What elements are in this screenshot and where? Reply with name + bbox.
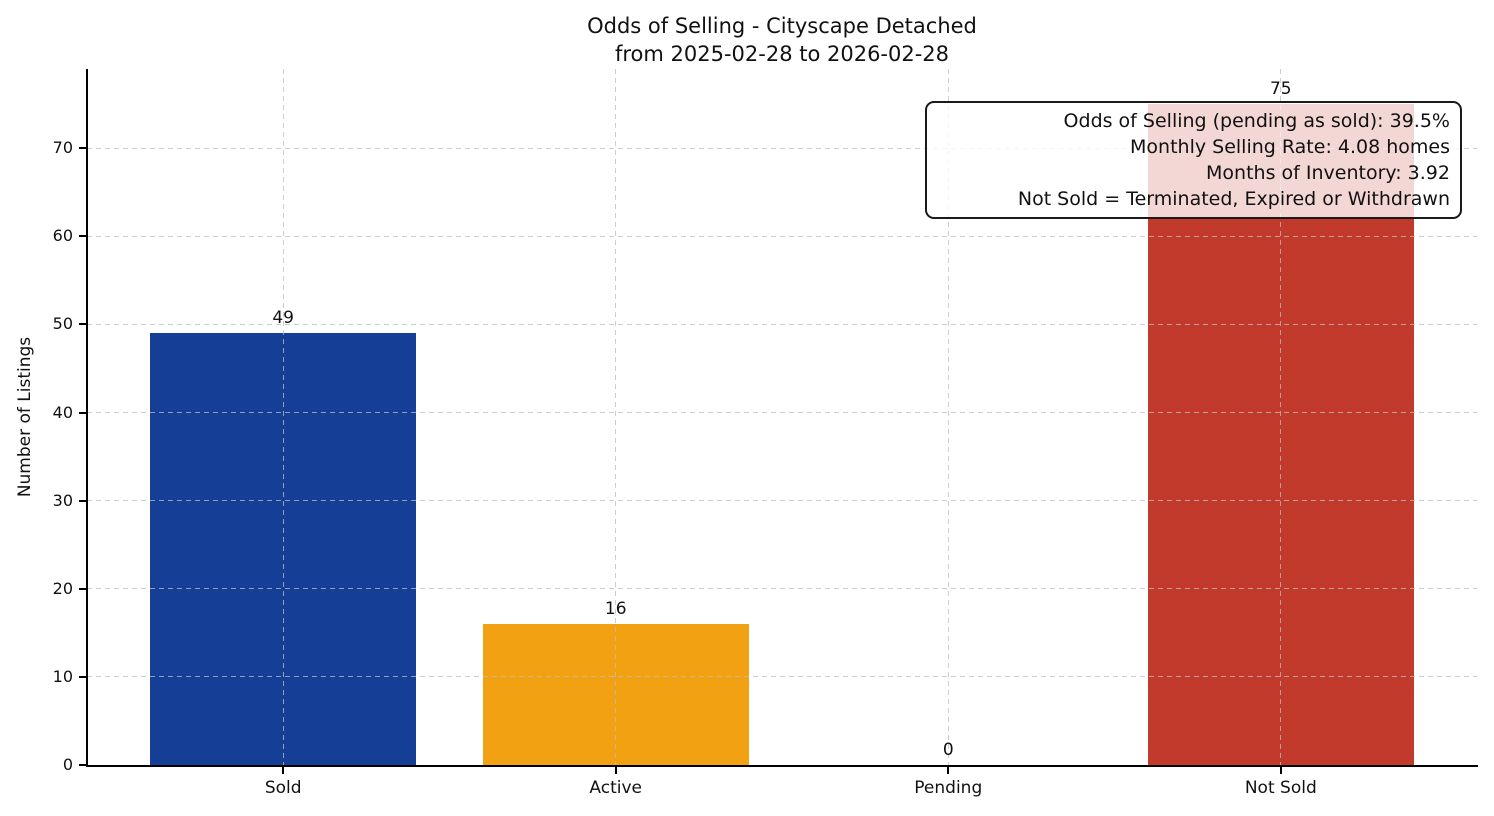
x-tick-label-not-sold: Not Sold: [1244, 778, 1317, 798]
v-gridline: [1280, 69, 1282, 765]
chart-title-line1: Odds of Selling - Cityscape Detached: [587, 14, 977, 38]
chart-title: Odds of Selling - Cityscape Detached fro…: [87, 12, 1477, 68]
y-tick-label: 60: [52, 226, 73, 246]
bar-value-label-sold: 49: [272, 308, 294, 329]
x-tick-label-pending: Pending: [914, 778, 983, 798]
bar-value-label-pending: 0: [942, 740, 954, 760]
y-tick-label: 40: [52, 402, 73, 422]
x-tick-mark: [282, 767, 285, 774]
y-tick-mark: [79, 147, 86, 150]
y-tick-label: 70: [52, 138, 73, 158]
h-gridline: [87, 588, 1477, 590]
y-tick-label: 0: [62, 755, 73, 774]
bar-value-label-active: 16: [604, 599, 627, 620]
annotation-months-of-inventory: Months of Inventory: 3.92: [1206, 162, 1450, 184]
annotation-odds-of-selling: Odds of Selling (pending as sold): 39.5%: [1063, 110, 1450, 132]
v-gridline: [947, 69, 949, 765]
y-tick-mark: [79, 323, 86, 326]
y-tick-label: 20: [52, 578, 73, 598]
y-tick-label: 50: [52, 314, 73, 334]
x-tick-mark: [1279, 767, 1282, 774]
y-tick-mark: [79, 235, 86, 238]
h-gridline: [87, 412, 1477, 414]
x-tick-label-sold: Sold: [264, 778, 302, 798]
y-tick-mark: [79, 675, 86, 678]
y-axis-spine: [86, 69, 88, 767]
stats-annotation-box: Odds of Selling (pending as sold): 39.5%…: [925, 101, 1462, 219]
h-gridline: [87, 147, 1477, 149]
bar-value-label-not-sold: 75: [1269, 79, 1292, 100]
annotation-monthly-selling-rate: Monthly Selling Rate: 4.08 homes: [1130, 136, 1450, 158]
annotation-not-sold-definition: Not Sold = Terminated, Expired or Withdr…: [1017, 188, 1450, 210]
y-tick-mark: [79, 499, 86, 502]
y-tick-mark: [79, 411, 86, 414]
y-tick-label: 10: [52, 666, 73, 686]
chart-title-line2: from 2025-02-28 to 2026-02-28: [614, 42, 950, 66]
h-gridline: [87, 676, 1477, 678]
y-tick-mark: [79, 764, 86, 766]
x-tick-mark: [947, 767, 950, 774]
y-tick-label: 30: [52, 490, 73, 510]
h-gridline: [87, 500, 1477, 502]
x-tick-mark: [614, 767, 617, 774]
x-tick-label-active: Active: [589, 778, 643, 798]
h-gridline: [87, 235, 1477, 237]
v-gridline: [282, 69, 284, 765]
x-axis-spine: [86, 765, 1478, 767]
h-gridline: [87, 323, 1477, 325]
y-tick-mark: [79, 587, 86, 590]
v-gridline: [615, 69, 617, 765]
